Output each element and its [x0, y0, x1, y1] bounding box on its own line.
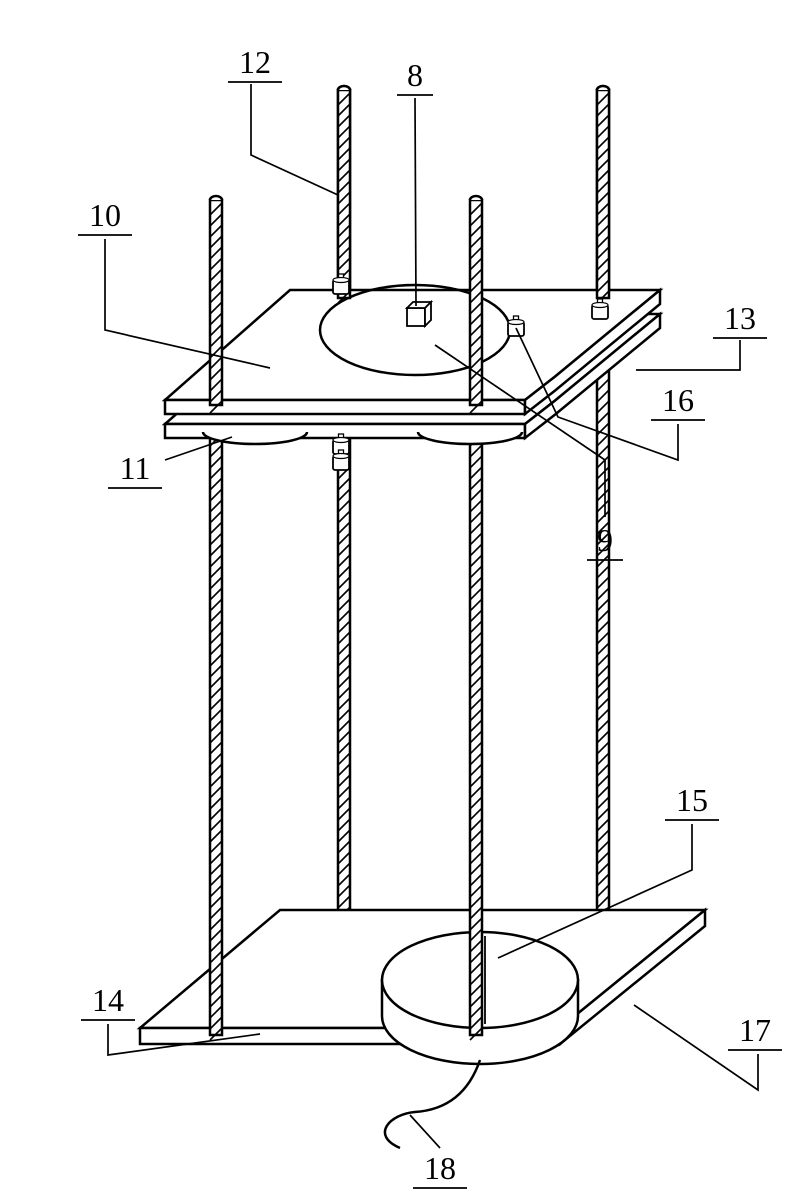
leader-18 — [410, 1115, 440, 1148]
label-10: 10 — [89, 197, 121, 233]
label-11: 11 — [120, 450, 151, 486]
threaded-rod-front-left-upper — [210, 196, 222, 413]
leader-8 — [415, 98, 416, 306]
technical-diagram: 8 9 10 11 12 13 14 15 16 17 18 — [0, 0, 800, 1200]
label-8: 8 — [407, 57, 423, 93]
label-14: 14 — [92, 982, 124, 1018]
leader-13 — [636, 340, 740, 370]
label-9: 9 — [597, 522, 613, 558]
label-15: 15 — [676, 782, 708, 818]
threaded-rod-back-right-top — [597, 86, 609, 303]
center-cube — [407, 308, 425, 326]
label-13: 13 — [724, 300, 756, 336]
threaded-rod-front-right-upper — [470, 196, 482, 413]
label-18: 18 — [424, 1150, 456, 1186]
threaded-rod-back-left-top — [338, 86, 350, 303]
cable — [385, 1060, 480, 1148]
bulge-right — [418, 432, 522, 444]
label-12: 12 — [239, 44, 271, 80]
label-16: 16 — [662, 382, 694, 418]
threaded-rod-front-right-lower — [470, 416, 482, 1040]
threaded-rod-front-left-lower — [210, 416, 222, 1040]
label-17: 17 — [739, 1012, 771, 1048]
leader-12 — [251, 84, 338, 195]
